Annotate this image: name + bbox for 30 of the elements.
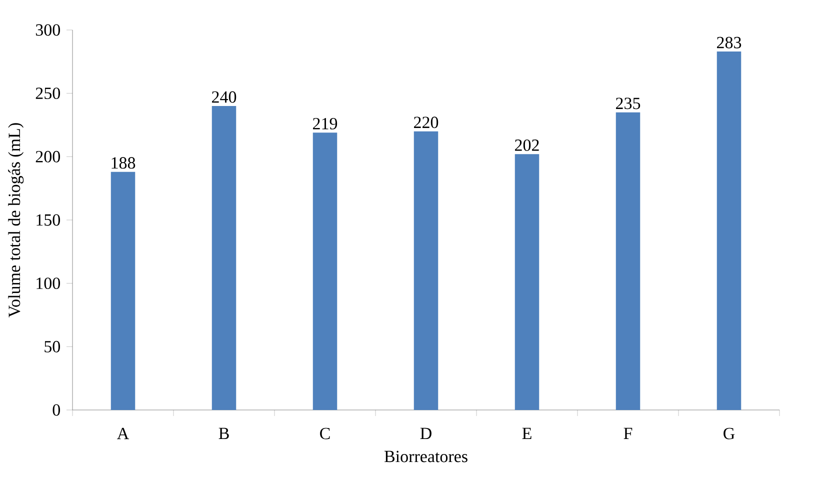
data-label: 283: [717, 36, 742, 48]
y-tick-label: 50: [44, 340, 60, 352]
x-tick-label: B: [218, 428, 229, 440]
bar: [514, 154, 540, 410]
data-label: 202: [515, 139, 539, 151]
data-label: 188: [112, 157, 136, 169]
bar: [312, 132, 338, 410]
x-tick-label: C: [320, 428, 330, 440]
y-tick-label: 300: [36, 24, 60, 36]
bar: [716, 52, 742, 410]
x-tick-label: G: [724, 428, 735, 440]
bar: [110, 172, 136, 410]
data-label: 220: [414, 116, 438, 128]
y-tick-label: 150: [36, 214, 60, 226]
x-tick-label: D: [420, 428, 432, 440]
y-tick-label: 250: [36, 88, 60, 100]
y-tick-label: 100: [36, 278, 60, 290]
bar: [212, 106, 236, 410]
bar: [414, 131, 438, 410]
y-tick-label: 0: [52, 404, 60, 416]
x-tick-label: A: [117, 428, 130, 440]
data-label: 240: [212, 91, 236, 103]
bar: [616, 112, 640, 410]
x-tick-label: E: [522, 428, 532, 439]
data-label: 235: [616, 98, 640, 110]
y-tick-label: 200: [36, 150, 60, 162]
x-axis-title: Biorreatores: [384, 450, 468, 462]
y-axis-title: Volume total de biogás (mL): [8, 123, 24, 318]
x-tick-label: F: [624, 428, 632, 439]
data-label: 219: [313, 118, 338, 130]
